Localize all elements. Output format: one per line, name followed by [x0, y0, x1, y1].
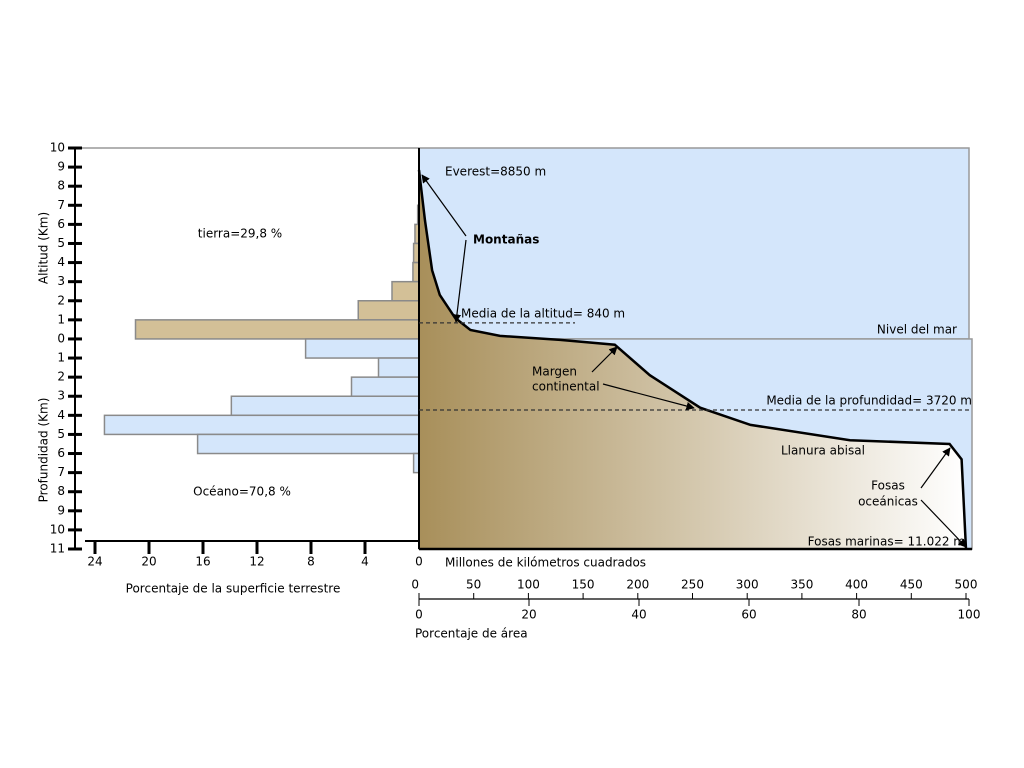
annotation: continental — [532, 380, 600, 394]
x2-tick-label: 80 — [851, 608, 866, 622]
annotation: Llanura abisal — [781, 444, 865, 458]
y-tick-label: 2 — [57, 370, 65, 384]
y-tick-label: 5 — [57, 236, 65, 250]
y-tick-label: 1 — [57, 351, 65, 365]
x2-tick-label: 20 — [521, 608, 536, 622]
y-tick-label: 3 — [57, 389, 65, 403]
histogram-bar — [350, 376, 420, 397]
reference-label: Media de la profundidad= 3720 m — [766, 393, 972, 407]
x-tick-label: 0 — [411, 578, 419, 592]
x-label: Porcentaje de la superficie terrestre — [126, 582, 341, 596]
histogram-bar — [103, 414, 420, 436]
arrow — [421, 174, 467, 237]
x2-tick-label: 60 — [741, 608, 756, 622]
x-tick-label: 400 — [845, 578, 868, 592]
x-tick-label: 24 — [87, 555, 102, 569]
x-tick-label: 0 — [415, 555, 423, 569]
reference-label: Media de la altitud= 840 m — [461, 306, 625, 320]
x-tick-label: 150 — [572, 578, 595, 592]
x-tick-label: 350 — [790, 578, 813, 592]
arrow — [602, 383, 695, 411]
y-tick-label: 7 — [57, 465, 65, 479]
arrow — [920, 499, 967, 548]
y-tick-label: 10 — [50, 141, 65, 155]
arrow — [920, 447, 951, 489]
y-tick-label: 0 — [57, 331, 65, 345]
hypsometric-curve — [417, 169, 968, 550]
y-tick-label: 10 — [50, 522, 65, 536]
y-tick-label: 4 — [57, 408, 65, 422]
y-tick-label: 11 — [50, 542, 65, 556]
x-tick-label: 16 — [195, 555, 210, 569]
histogram-bar — [304, 338, 420, 359]
x-tick-label: 300 — [736, 578, 759, 592]
sky — [418, 147, 970, 340]
annotation: Margen — [532, 365, 577, 379]
y-tick-label: 9 — [57, 503, 65, 517]
x-tick-label: 20 — [141, 555, 156, 569]
x-label: Millones de kilómetros cuadrados — [445, 556, 646, 570]
annotation: Fosas — [871, 479, 905, 493]
x-tick-label: 500 — [955, 578, 978, 592]
x-tick-label: 50 — [466, 578, 481, 592]
y-tick-label: 8 — [57, 484, 65, 498]
y-label: Altitud (Km) — [37, 212, 51, 284]
y-tick-label: 4 — [57, 255, 65, 269]
x-tick-label: 450 — [900, 578, 923, 592]
land-label: tierra=29,8 % — [198, 227, 282, 241]
annotation: Everest=8850 m — [445, 165, 546, 179]
x2-tick-label: 0 — [415, 608, 423, 622]
x-tick-label: 250 — [681, 578, 704, 592]
histogram-bar — [391, 280, 420, 302]
y-tick-label: 8 — [57, 179, 65, 193]
x2-tick-label: 100 — [958, 608, 981, 622]
annotation: Nivel del mar — [877, 323, 957, 337]
y-tick-label: 5 — [57, 427, 65, 441]
histogram-bar — [134, 319, 420, 340]
histogram-bar — [357, 300, 420, 321]
x-tick-label: 12 — [249, 555, 264, 569]
y-tick-label: 9 — [57, 160, 65, 174]
x2-tick-label: 40 — [631, 608, 646, 622]
y-tick-label: 6 — [57, 217, 65, 231]
histogram-bar — [196, 433, 420, 455]
y-tick-label: 7 — [57, 198, 65, 212]
y-label: Profundidad (Km) — [37, 398, 51, 503]
y-tick-label: 6 — [57, 446, 65, 460]
histogram-bar — [230, 395, 420, 417]
y-tick-label: 2 — [57, 293, 65, 307]
x-tick-label: 4 — [361, 555, 369, 569]
arrows — [421, 174, 967, 548]
arrow — [591, 346, 618, 373]
annotation: Fosas marinas= 11.022 m — [808, 535, 965, 549]
x2-label: Porcentaje de área — [415, 627, 528, 641]
arrow — [452, 239, 467, 323]
x-tick-label: 200 — [626, 578, 649, 592]
y-tick-label: 1 — [57, 312, 65, 326]
annotation: Montañas — [473, 233, 539, 247]
land-fill — [419, 170, 966, 550]
histogram-bar — [377, 357, 420, 378]
y-tick-label: 3 — [57, 274, 65, 288]
annotation: oceánicas — [858, 495, 918, 509]
x-tick-label: 8 — [307, 555, 315, 569]
x-tick-label: 100 — [517, 578, 540, 592]
ocean-label: Océano=70,8 % — [193, 485, 291, 499]
plot — [103, 148, 972, 551]
